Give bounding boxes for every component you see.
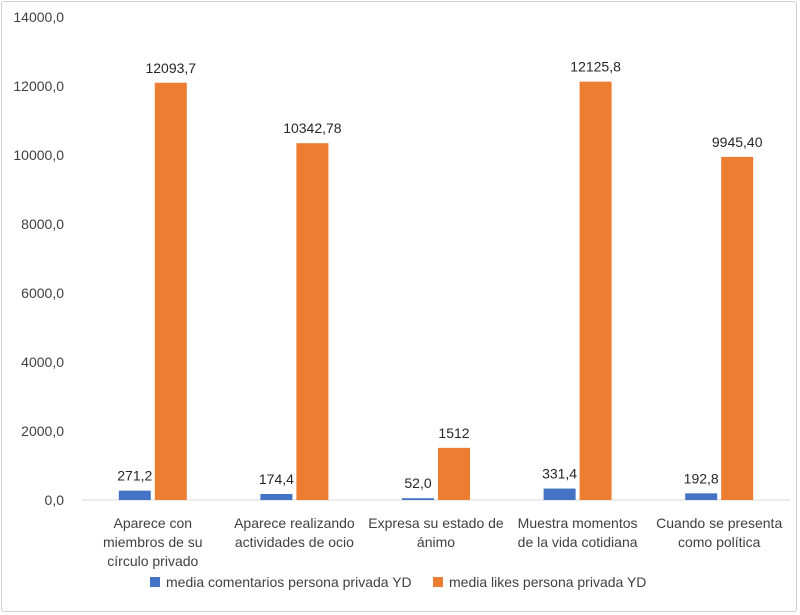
bar-comentarios <box>543 488 576 500</box>
x-category-label: Expresa su estado de <box>368 515 504 531</box>
bar-comentarios <box>260 493 293 500</box>
data-label: 12093,7 <box>145 60 196 76</box>
bar-likes <box>296 143 329 501</box>
y-tick-label: 14000,0 <box>13 9 64 25</box>
data-label: 52,0 <box>404 475 431 491</box>
legend-swatch-likes <box>433 577 443 587</box>
bar-comentarios <box>685 493 718 500</box>
x-category-label: Muestra momentos <box>518 515 638 531</box>
bar-likes <box>438 447 470 500</box>
data-label: 9945,40 <box>712 134 763 150</box>
data-label: 12125,8 <box>570 59 621 75</box>
data-label: 10342,78 <box>283 120 342 136</box>
x-category-label: Aparece realizando <box>234 515 355 531</box>
y-tick-label: 2000,0 <box>21 423 64 439</box>
y-tick-label: 8000,0 <box>21 216 64 232</box>
y-tick-label: 6000,0 <box>21 285 64 301</box>
y-tick-label: 10000,0 <box>13 147 64 163</box>
legend-label-likes: media likes persona privada YD <box>449 574 646 590</box>
legend-swatch-comentarios <box>150 577 160 587</box>
x-category-label: Cuando se presenta <box>656 515 782 531</box>
data-label: 1512 <box>438 425 469 441</box>
legend-label-comentarios: media comentarios persona privada YD <box>166 574 412 590</box>
y-tick-label: 0,0 <box>45 492 65 508</box>
x-category-label: miembros de su <box>103 534 203 550</box>
bar-comentarios <box>402 498 434 500</box>
y-tick-label: 12000,0 <box>13 78 64 94</box>
x-category-label: actividades de ocio <box>235 534 354 550</box>
bar-likes <box>579 81 612 500</box>
data-label: 174,4 <box>259 471 294 487</box>
x-category-label: como política <box>678 534 761 550</box>
x-category-label: de la vida cotidiana <box>518 534 638 550</box>
bar-likes <box>154 82 187 501</box>
x-category-label: Aparece con <box>113 515 192 531</box>
data-label: 271,2 <box>117 468 152 484</box>
bar-comentarios <box>118 490 151 500</box>
x-category-label: círculo privado <box>107 553 198 569</box>
data-label: 331,4 <box>542 466 577 482</box>
bar-likes <box>721 156 754 500</box>
x-category-label: ánimo <box>417 534 455 550</box>
y-tick-label: 4000,0 <box>21 354 64 370</box>
data-label: 192,8 <box>684 470 719 486</box>
